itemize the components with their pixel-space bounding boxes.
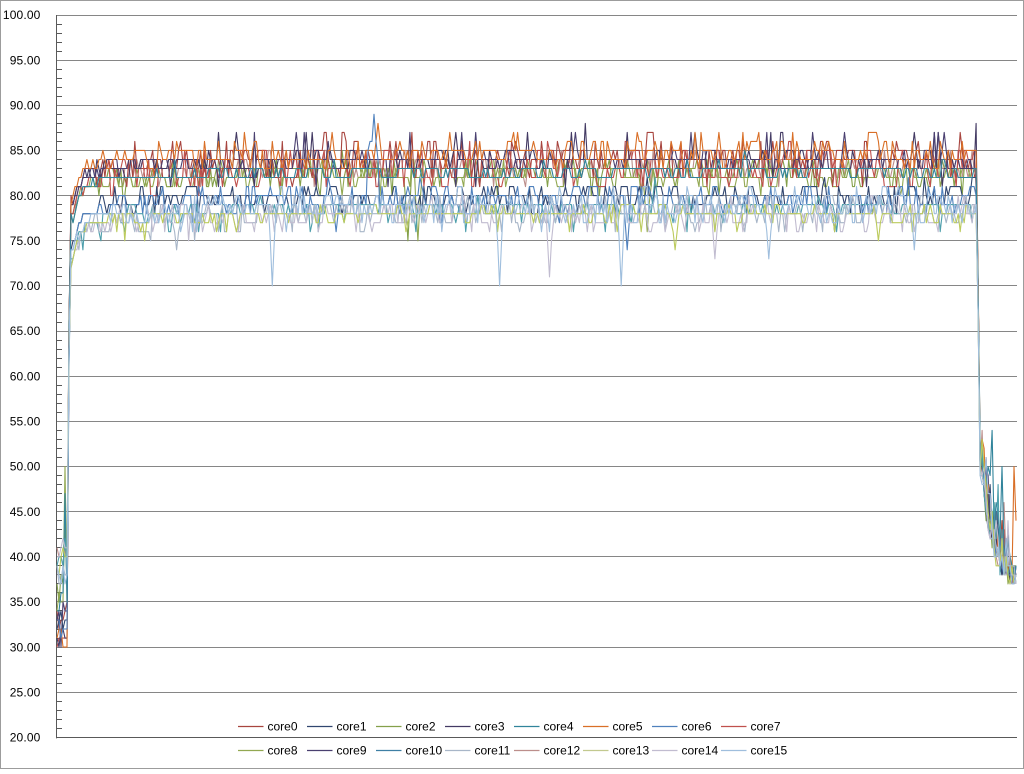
svg-text:core3: core3 [475,720,505,734]
svg-text:100.00: 100.00 [3,8,41,22]
svg-text:core14: core14 [682,744,719,758]
svg-text:core8: core8 [268,744,298,758]
svg-text:core12: core12 [544,744,581,758]
svg-text:70.00: 70.00 [10,279,41,293]
svg-text:85.00: 85.00 [10,144,41,158]
svg-text:core13: core13 [613,744,650,758]
svg-text:core2: core2 [406,720,436,734]
svg-text:25.00: 25.00 [10,686,41,700]
svg-text:core1: core1 [337,720,367,734]
svg-text:core7: core7 [751,720,781,734]
svg-text:65.00: 65.00 [10,324,41,338]
svg-text:30.00: 30.00 [10,640,41,654]
svg-text:95.00: 95.00 [10,53,41,67]
svg-text:40.00: 40.00 [10,550,41,564]
svg-text:core15: core15 [751,744,788,758]
svg-text:core9: core9 [337,744,367,758]
svg-text:80.00: 80.00 [10,189,41,203]
svg-text:core4: core4 [544,720,574,734]
svg-text:90.00: 90.00 [10,99,41,113]
svg-text:core5: core5 [613,720,643,734]
svg-text:75.00: 75.00 [10,234,41,248]
svg-text:45.00: 45.00 [10,505,41,519]
svg-text:55.00: 55.00 [10,415,41,429]
svg-text:50.00: 50.00 [10,460,41,474]
svg-text:core0: core0 [268,720,298,734]
svg-text:60.00: 60.00 [10,369,41,383]
svg-text:20.00: 20.00 [10,731,41,745]
svg-text:core10: core10 [406,744,443,758]
svg-text:core6: core6 [682,720,712,734]
svg-text:core11: core11 [475,744,511,758]
svg-text:35.00: 35.00 [10,595,41,609]
